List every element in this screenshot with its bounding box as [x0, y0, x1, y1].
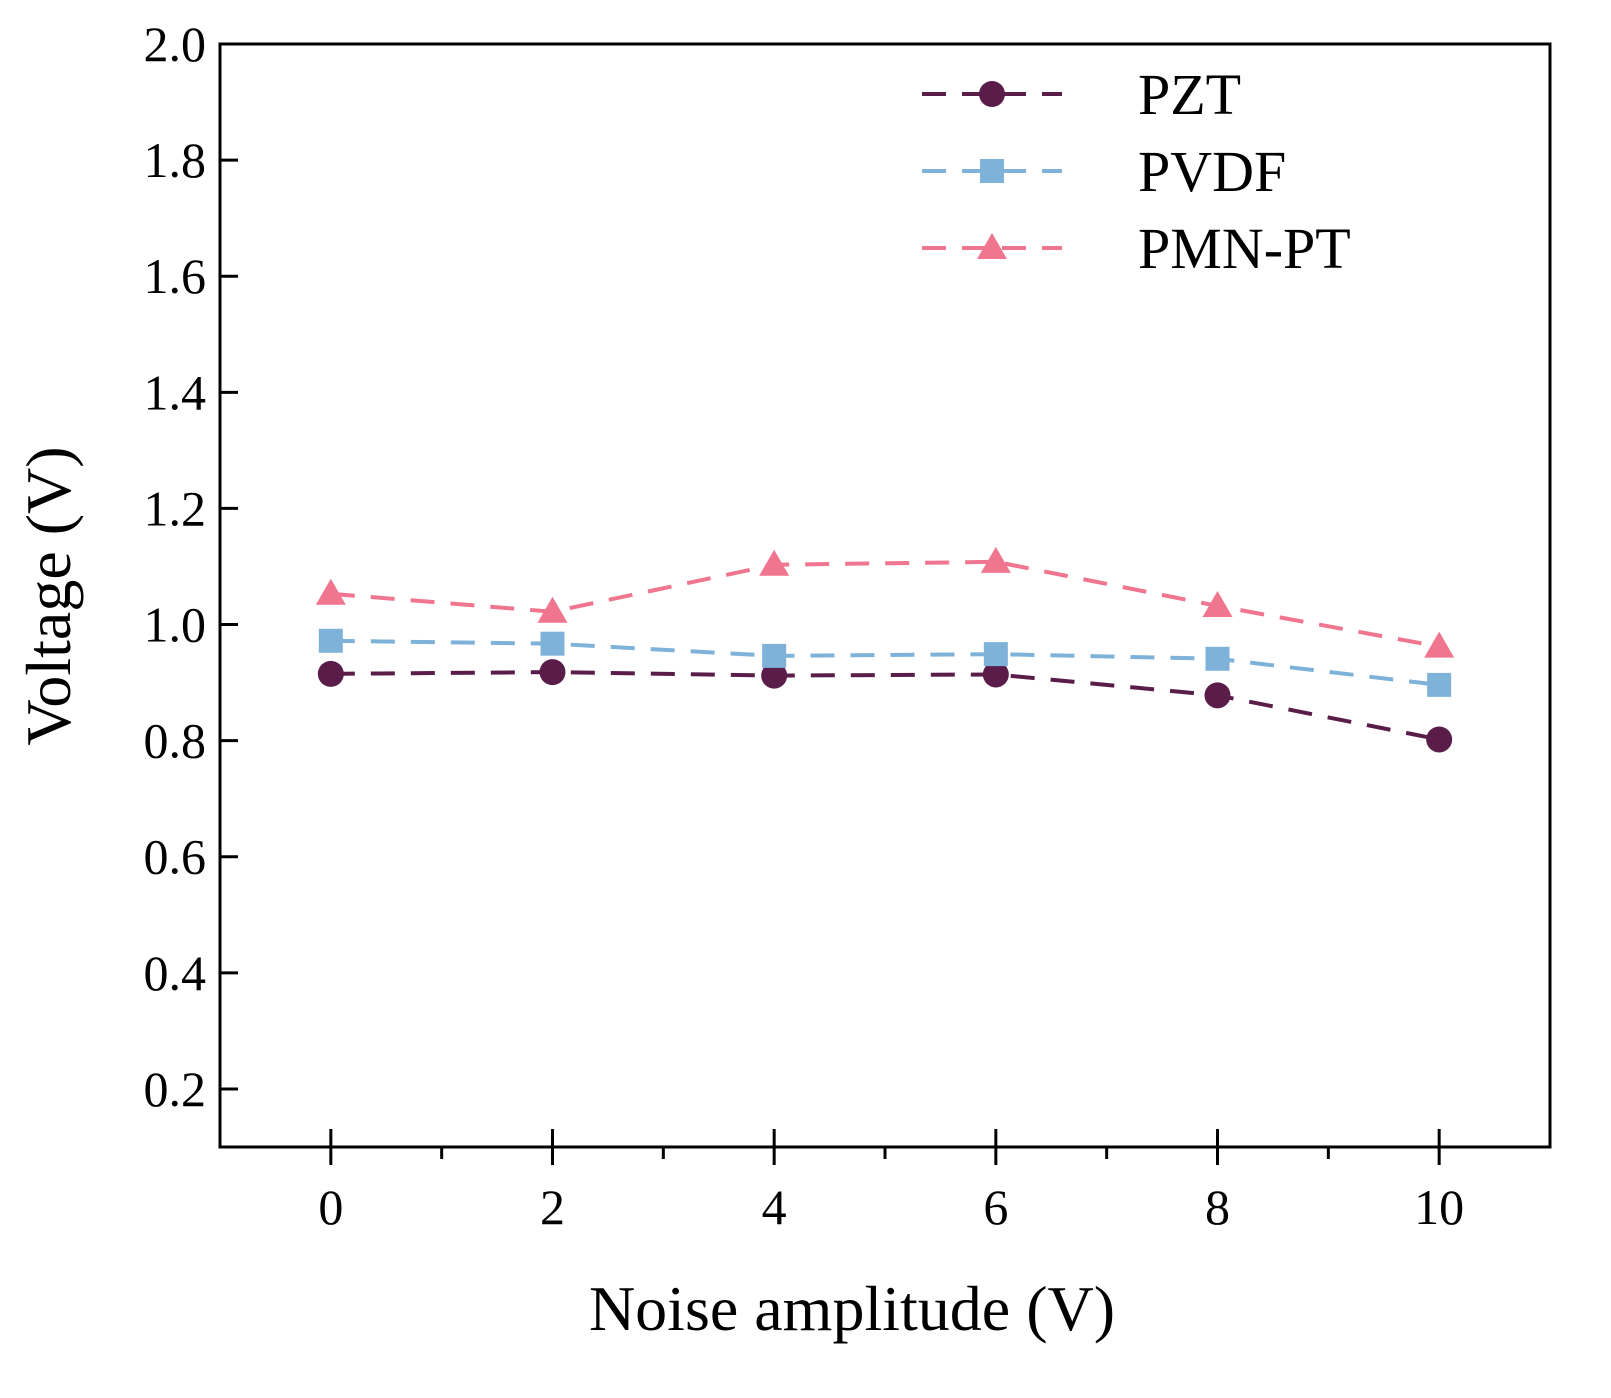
y-tick-label: 1.0 — [144, 597, 207, 653]
x-tick-label: 4 — [762, 1179, 787, 1235]
data-point-pvdf — [318, 628, 343, 653]
x-tick-label: 6 — [983, 1179, 1008, 1235]
data-point-pzt — [761, 662, 788, 689]
data-point-pzt — [1204, 682, 1231, 709]
data-point-pzt — [1426, 726, 1453, 753]
data-point-pmn-pt — [980, 546, 1011, 573]
legend-swatch-marker — [980, 159, 1004, 183]
data-point-pmn-pt — [315, 578, 346, 605]
data-point-pvdf — [1427, 672, 1452, 697]
data-point-pzt — [982, 661, 1009, 688]
series-pmn-pt — [315, 546, 1455, 658]
x-tick-label: 8 — [1205, 1179, 1230, 1235]
axis-ticks: 0.2 0.4 0.6 0.8 1.0 1.2 1.4 1.6 1.8 2.0 0 2 4 6 8 10 — [144, 16, 1465, 1235]
y-tick-label: 1.4 — [144, 364, 207, 420]
plot-frame — [218, 42, 1552, 1149]
series-line-pvdf — [330, 638, 1440, 687]
data-point-pmn-pt — [537, 596, 568, 623]
y-tick-label: 1.6 — [144, 248, 207, 304]
y-tick-label: 0.4 — [144, 945, 207, 1001]
legend-item-pzt: PZT — [922, 62, 1241, 127]
y-tick-label: 0.2 — [144, 1061, 207, 1117]
data-point-pvdf — [983, 642, 1008, 667]
series-line-pzt — [330, 670, 1440, 742]
series-line-pmn-pt — [330, 559, 1440, 649]
data-point-pzt — [317, 660, 344, 687]
data-point-pmn-pt — [759, 549, 790, 576]
legend-label: PZT — [1138, 62, 1241, 127]
series-pvdf — [318, 628, 1452, 697]
legend-label: PVDF — [1138, 139, 1286, 204]
x-tick-label: 2 — [540, 1179, 565, 1235]
series-layer — [315, 546, 1455, 753]
data-point-pmn-pt — [1202, 590, 1233, 617]
data-point-pzt — [539, 659, 566, 686]
y-axis-title: Voltage (V) — [13, 446, 84, 745]
y-tick-label: 1.8 — [144, 132, 207, 188]
legend-swatch-marker — [979, 81, 1005, 107]
series-pzt — [317, 659, 1453, 753]
legend-label: PMN-PT — [1138, 216, 1351, 281]
x-tick-label: 0 — [318, 1179, 343, 1235]
y-tick-label: 0.6 — [144, 829, 207, 885]
x-axis-title: Noise amplitude (V) — [589, 1273, 1115, 1344]
legend-item-pmn-pt: PMN-PT — [922, 216, 1351, 281]
legend-item-pvdf: PVDF — [922, 139, 1286, 204]
y-tick-label: 0.8 — [144, 713, 207, 769]
y-tick-label: 2.0 — [144, 16, 207, 72]
data-point-pvdf — [762, 643, 787, 668]
data-point-pmn-pt — [1424, 631, 1455, 658]
x-tick-label: 10 — [1414, 1179, 1464, 1235]
data-point-pvdf — [540, 631, 565, 656]
legend-swatch-marker — [977, 233, 1007, 259]
y-tick-label: 1.2 — [144, 480, 207, 536]
data-point-pvdf — [1205, 646, 1230, 671]
legend: PZT PVDF PMN-PT — [922, 62, 1351, 281]
